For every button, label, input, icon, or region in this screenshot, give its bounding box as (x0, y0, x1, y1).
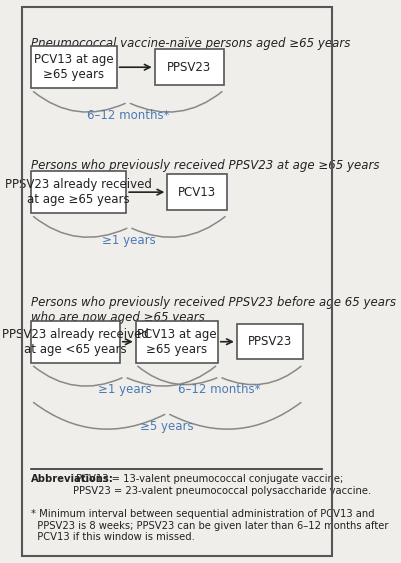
Text: 6–12 months*: 6–12 months* (178, 383, 260, 396)
FancyBboxPatch shape (236, 324, 302, 359)
Text: PPSV23 already received
at age <65 years: PPSV23 already received at age <65 years (2, 328, 149, 356)
FancyBboxPatch shape (135, 321, 217, 363)
FancyBboxPatch shape (31, 171, 126, 213)
Text: ≥5 years: ≥5 years (140, 420, 194, 433)
Text: PCV13 at age
≥65 years: PCV13 at age ≥65 years (137, 328, 216, 356)
FancyBboxPatch shape (154, 49, 224, 86)
Text: Pneumococcal vaccine-naïve persons aged ≥65 years: Pneumococcal vaccine-naïve persons aged … (31, 37, 350, 50)
Text: ≥1 years: ≥1 years (97, 383, 151, 396)
Text: Persons who previously received PPSV23 before age 65 years
who are now aged ≥65 : Persons who previously received PPSV23 b… (31, 296, 395, 324)
Text: ≥1 years: ≥1 years (102, 234, 156, 247)
Text: PPSV23: PPSV23 (167, 61, 211, 74)
Text: PPSV23: PPSV23 (247, 335, 292, 348)
FancyBboxPatch shape (167, 175, 227, 210)
Text: PCV13: PCV13 (178, 186, 216, 199)
Text: PCV13 = 13-valent pneumococcal conjugate vaccine;
PPSV23 = 23-valent pneumococca: PCV13 = 13-valent pneumococcal conjugate… (73, 474, 371, 496)
Text: Persons who previously received PPSV23 at age ≥65 years: Persons who previously received PPSV23 a… (31, 159, 379, 172)
Text: Abbreviations:: Abbreviations: (31, 474, 114, 484)
Text: PCV13 at age
≥65 years: PCV13 at age ≥65 years (34, 53, 113, 81)
Text: * Minimum interval between sequential administration of PCV13 and
  PPSV23 is 8 : * Minimum interval between sequential ad… (31, 509, 388, 542)
Text: 6–12 months*: 6–12 months* (86, 109, 168, 122)
FancyBboxPatch shape (31, 321, 119, 363)
FancyBboxPatch shape (31, 46, 116, 88)
Text: PPSV23 already received
at age ≥65 years: PPSV23 already received at age ≥65 years (5, 178, 152, 206)
